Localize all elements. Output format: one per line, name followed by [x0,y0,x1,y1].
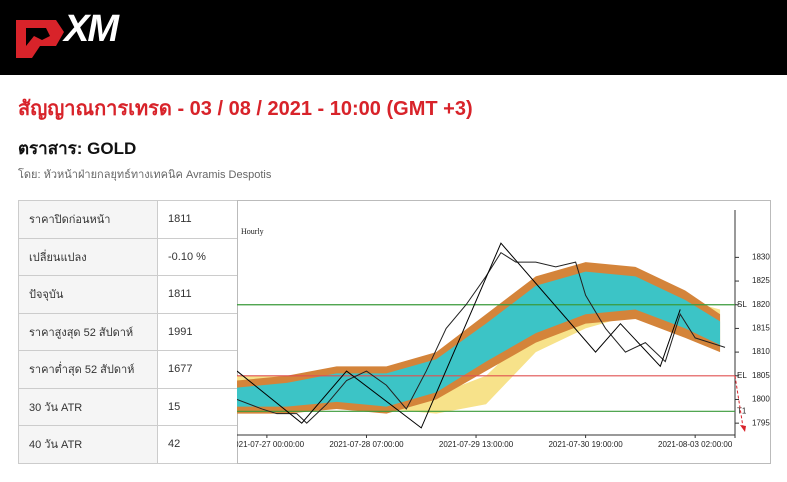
logo-icon [16,20,64,58]
chart: Hourly 1795 1800 1805 1810 1815 1820 1825 1830 2… [237,200,771,464]
x-tick-label: 2021-07-30 19:00:00 [548,440,623,449]
level-label: SL [737,300,747,309]
table-row: 40 วัน ATR 42 [18,425,238,464]
y-tick-label: 1800 [752,395,770,404]
arrow [734,375,744,428]
x-tick-label: 2021-07-28 07:00:00 [329,440,404,449]
y-tick-label: 1815 [752,324,770,333]
value-cell: 1811 [157,275,238,314]
author: โดย: หัวหน้าฝ่ายกลยุทธ์ทางเทคนิค Avramis… [18,169,272,181]
table-row: ราคาสูงสุด 52 สัปดาห์ 1991 [18,312,238,351]
x-tick-label: 2021-07-27 00:00:00 [237,440,305,449]
x-tick-label: 2021-07-29 13:00:00 [439,440,514,449]
label-cell: ราคาปิดก่อนหน้า [18,200,158,239]
value-cell: -0.10 % [157,237,238,276]
value-cell: 42 [157,425,238,464]
stats-table: ราคาปิดก่อนหน้า 1811 เปลี่ยนแปลง -0.10 % ปัจ… [18,200,238,464]
table-row: 30 วัน ATR 15 [18,387,238,426]
value-cell: 1677 [157,350,238,389]
instrument: ตราสาร: GOLD [18,139,137,158]
y-tick-label: 1810 [752,347,770,356]
x-tick-label: 2021-08-03 02:00:00 [658,440,733,449]
table-row: ราคาต่ำสุด 52 สัปดาห์ 1677 [18,350,238,389]
y-tick-label: 1820 [752,300,770,309]
arrow-head [740,425,746,432]
y-tick-label: 1805 [752,371,770,380]
label-cell: ราคาสูงสุด 52 สัปดาห์ [18,312,158,351]
page-title: สัญญาณการเทรด - 03 / 08 / 2021 - 10:00 (… [18,98,473,120]
price-line [237,251,726,424]
label-cell: 40 วัน ATR [18,425,158,464]
table-row: ราคาปิดก่อนหน้า 1811 [18,200,238,239]
table-row: เปลี่ยนแปลง -0.10 % [18,237,238,276]
y-tick-label: 1795 [752,418,770,427]
price-line [237,242,681,429]
label-cell: 30 วัน ATR [18,387,158,426]
y-tick-label: 1830 [752,252,770,261]
label-cell: ปัจจุบัน [18,275,158,314]
level-label: EL [737,371,747,380]
header: XM [0,0,787,75]
value-cell: 1811 [157,200,238,239]
label-cell: ราคาต่ำสุด 52 สัปดาห์ [18,350,158,389]
y-tick-label: 1825 [752,276,770,285]
level-label: T1 [737,406,747,415]
logo-text: XM [64,8,119,50]
value-cell: 1991 [157,312,238,351]
chart-title: Hourly [241,227,264,236]
label-cell: เปลี่ยนแปลง [18,237,158,276]
value-cell: 15 [157,387,238,426]
table-row: ปัจจุบัน 1811 [18,275,238,314]
